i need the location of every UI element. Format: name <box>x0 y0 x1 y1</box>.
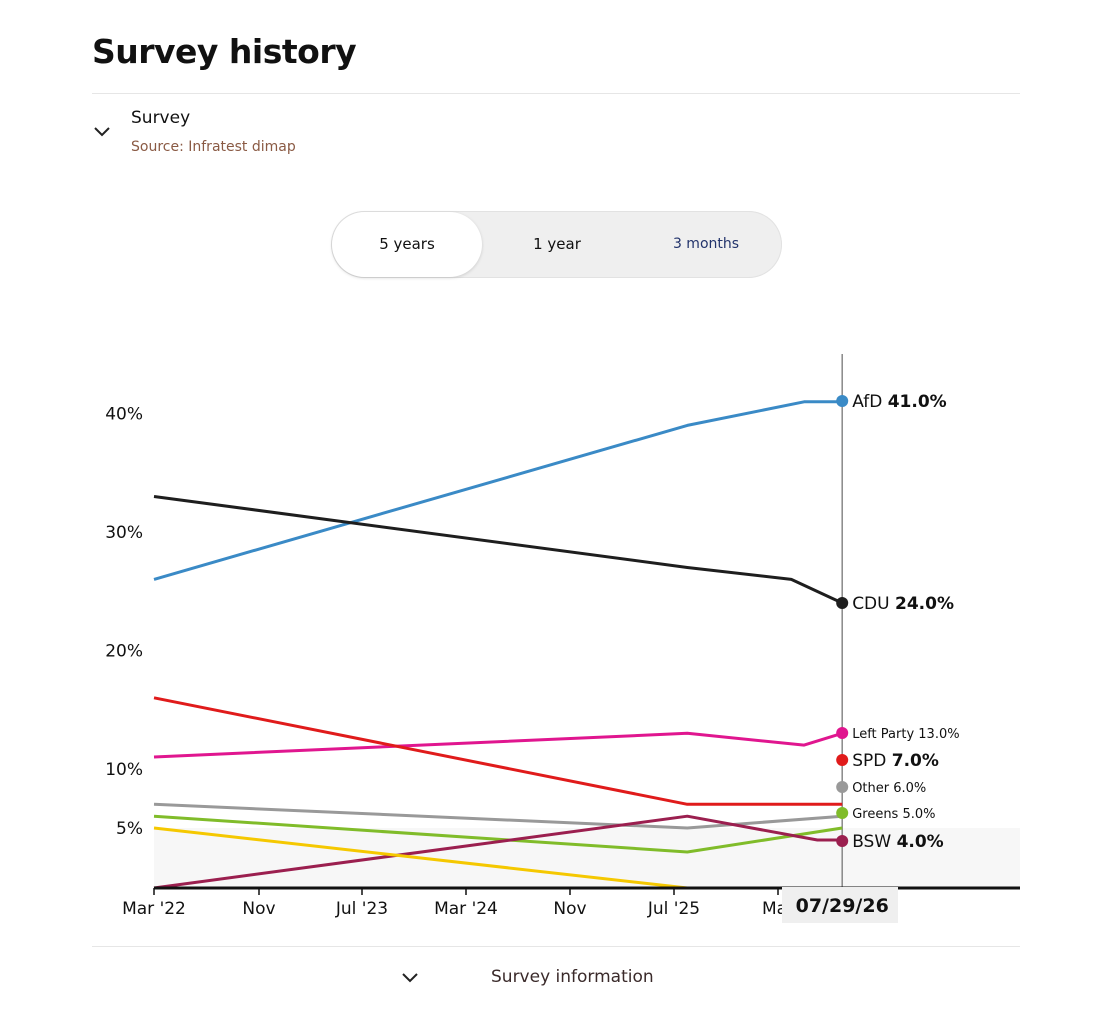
chevron-down-icon[interactable] <box>93 125 111 139</box>
divider <box>92 946 1020 947</box>
y-tick-label: 5% <box>116 819 143 839</box>
tab-5-years[interactable]: 5 years <box>332 212 482 277</box>
end-marker-other <box>836 781 849 793</box>
y-tick-label: 20% <box>105 641 143 661</box>
page-title: Survey history <box>92 32 357 71</box>
x-tick-label: Nov <box>242 899 275 919</box>
tab-1-year[interactable]: 1 year <box>533 235 581 253</box>
tab-3-months[interactable]: 3 months <box>672 236 740 252</box>
x-tick-label: Mar '22 <box>122 899 186 919</box>
cursor-date-box <box>782 887 898 923</box>
x-tick-label: Mar '24 <box>434 899 498 919</box>
series-line-cdu <box>153 495 843 605</box>
end-marker-spd <box>836 754 849 766</box>
divider <box>92 93 1020 94</box>
end-marker-left-party <box>836 727 849 739</box>
series-label-other: Other 6.0% <box>852 781 926 796</box>
y-tick-label: 10% <box>105 760 143 780</box>
end-marker-cdu <box>836 597 849 609</box>
end-marker-bsw <box>836 835 849 847</box>
end-marker-greens <box>836 807 849 819</box>
series-line-left-party <box>153 731 843 759</box>
series-label-greens: Greens 5.0% <box>852 807 935 822</box>
y-tick-label: 40% <box>105 405 143 425</box>
chevron-down-icon[interactable] <box>401 971 419 985</box>
x-tick-label: Jul '23 <box>335 899 388 919</box>
x-tick-label: Nov <box>553 899 586 919</box>
cursor-date-label: 07/29/26 <box>796 895 889 917</box>
series-line-bsw <box>153 814 843 890</box>
series-line-other <box>153 802 843 830</box>
survey-source: Source: Infratest dimap <box>131 139 296 155</box>
survey-label: Survey <box>131 108 191 128</box>
series-label-spd: SPD 7.0% <box>852 751 939 771</box>
series-label-bsw: BSW 4.0% <box>852 832 944 852</box>
end-marker-afd <box>836 395 849 407</box>
x-tick-label: Jul '25 <box>647 899 700 919</box>
series-label-cdu: CDU 24.0% <box>852 594 954 614</box>
survey-information-toggle[interactable]: Survey information <box>491 967 654 987</box>
range-selector: 5 years 1 year 3 months <box>331 211 782 278</box>
series-line-spd <box>153 696 843 806</box>
series-label-left-party: Left Party 13.0% <box>852 727 959 742</box>
series-label-afd: AfD 41.0% <box>852 392 947 412</box>
series-line-afd <box>153 400 843 581</box>
y-tick-label: 30% <box>105 523 143 543</box>
